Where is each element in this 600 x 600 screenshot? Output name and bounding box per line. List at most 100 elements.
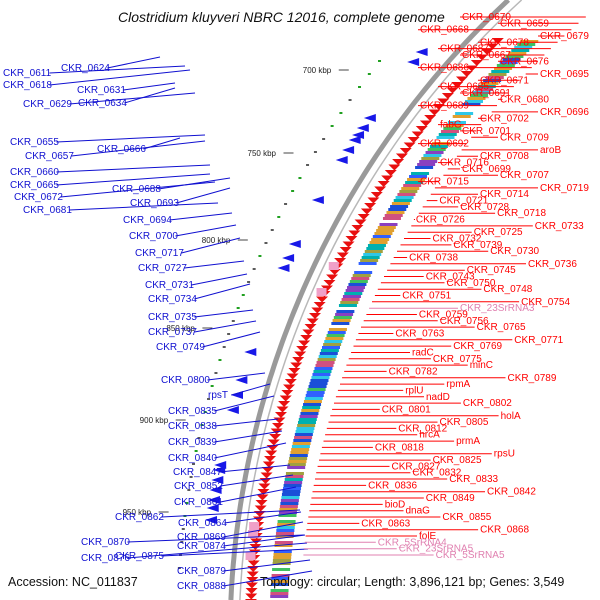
reverse-feature-arrow bbox=[357, 214, 370, 220]
gene-function-block bbox=[289, 454, 308, 457]
gene-function-block bbox=[367, 244, 386, 247]
right-gene-label: CKR_0789 bbox=[508, 373, 557, 384]
gene-function-block bbox=[411, 172, 430, 175]
gene-function-block bbox=[318, 355, 337, 358]
right-gene-label: CKR_0832 bbox=[412, 468, 461, 479]
reverse-feature-arrow bbox=[247, 560, 260, 567]
gene-function-block bbox=[514, 46, 533, 49]
reverse-feature-arrow bbox=[424, 115, 437, 121]
left-gene-label: CKR_0700 bbox=[129, 231, 178, 242]
gene-function-block bbox=[419, 160, 438, 163]
gene-function-block bbox=[280, 499, 299, 502]
feature-marker bbox=[247, 281, 251, 283]
right-gene-label: CKR_0748 bbox=[483, 284, 532, 295]
left-gene-label: CKR_0852 bbox=[174, 481, 223, 492]
reverse-feature-arrow bbox=[257, 489, 270, 495]
feature-marker bbox=[214, 372, 218, 374]
reverse-feature-arrow bbox=[381, 175, 394, 182]
left-gene-label: CKR_0694 bbox=[123, 215, 172, 226]
topology-text: Topology: circular; Length: 3,896,121 bp… bbox=[260, 575, 565, 589]
gene-function-block bbox=[276, 526, 295, 529]
left-gene-label: CKR_0624 bbox=[61, 63, 110, 74]
left-leader-line bbox=[161, 509, 301, 518]
reverse-feature-arrow bbox=[345, 236, 358, 242]
forward-feature-arrow bbox=[342, 146, 355, 154]
gene-function-block bbox=[285, 475, 304, 478]
right-gene-label: CKR_0702 bbox=[480, 113, 529, 124]
gene-function-block bbox=[280, 502, 299, 505]
gene-function-block bbox=[282, 490, 301, 493]
gene-function-block bbox=[278, 517, 297, 520]
right-gene-label: CKR_0678 bbox=[480, 37, 529, 48]
feature-marker bbox=[348, 99, 352, 101]
left-leader-line bbox=[184, 260, 245, 269]
right-gene-label: CKR_0736 bbox=[528, 259, 577, 270]
forward-feature-arrow bbox=[348, 136, 361, 144]
feature-marker bbox=[264, 242, 268, 244]
right-gene-label: CKR_0730 bbox=[490, 246, 539, 257]
right-gene-label: CKR_5SrRNA5 bbox=[436, 550, 505, 561]
left-gene-label: CKR_0665 bbox=[10, 180, 59, 191]
reverse-feature-arrow bbox=[279, 395, 292, 402]
feature-marker bbox=[185, 502, 189, 504]
gene-function-block bbox=[421, 157, 440, 160]
right-gene-label: CKR_0765 bbox=[477, 322, 526, 333]
reverse-feature-arrow bbox=[245, 582, 258, 589]
feature-marker bbox=[227, 333, 231, 335]
feature-marker bbox=[291, 190, 295, 192]
right-gene-label: CKR_0833 bbox=[449, 474, 498, 485]
left-gene-label: CKR_0870 bbox=[81, 537, 130, 548]
reverse-feature-arrow bbox=[470, 60, 483, 66]
right-gene-label: CKR_0868 bbox=[480, 525, 529, 536]
right-gene-label: CKR_0849 bbox=[426, 493, 475, 504]
reverse-feature-arrow bbox=[271, 423, 284, 429]
right-label-leaders bbox=[303, 16, 586, 556]
gene-function-block bbox=[407, 178, 426, 181]
reverse-feature-arrow bbox=[284, 379, 297, 385]
gene-function-block bbox=[307, 388, 326, 391]
gene-function-block bbox=[455, 112, 474, 115]
forward-feature-arrow bbox=[235, 376, 248, 384]
reverse-feature-arrow bbox=[342, 241, 355, 248]
gene-function-block bbox=[271, 580, 290, 583]
gene-function-block bbox=[427, 148, 446, 151]
reverse-feature-arrow bbox=[351, 225, 364, 231]
gene-function-block bbox=[475, 88, 494, 91]
feature-marker bbox=[298, 177, 302, 179]
gene-function-block bbox=[450, 118, 469, 121]
left-gene-label: CKR_0861 bbox=[174, 497, 223, 508]
gene-function-block bbox=[429, 145, 448, 148]
left-leader-line bbox=[223, 559, 311, 572]
left-gene-label: CKR_0618 bbox=[3, 80, 52, 91]
left-gene-label: CKR_0693 bbox=[130, 198, 179, 209]
left-leader-line bbox=[223, 570, 313, 587]
gene-function-block bbox=[374, 232, 393, 235]
reverse-feature-arrow bbox=[273, 417, 286, 424]
right-gene-label: rpmA bbox=[446, 379, 470, 390]
feature-marker bbox=[358, 86, 362, 88]
right-gene-label: CKR_23SrRNA3 bbox=[460, 303, 535, 314]
gene-function-block bbox=[285, 472, 304, 475]
gene-function-block bbox=[314, 367, 333, 370]
forward-feature-arrow bbox=[335, 156, 348, 164]
gene-function-block bbox=[520, 40, 539, 43]
right-gene-label: CKR_0701 bbox=[462, 126, 511, 137]
left-leader-line bbox=[181, 237, 241, 254]
reverse-feature-arrow bbox=[384, 170, 397, 176]
gene-function-block bbox=[344, 292, 363, 295]
right-gene-label: aroB bbox=[540, 145, 561, 156]
reverse-feature-arrow bbox=[455, 76, 468, 83]
right-gene-label: CKR_0714 bbox=[480, 189, 529, 200]
gene-function-block bbox=[488, 73, 507, 76]
left-leader-line bbox=[220, 474, 294, 487]
right-gene-label: dnaG bbox=[406, 506, 431, 517]
right-gene-label: CKR_0739 bbox=[453, 240, 502, 251]
left-gene-label: CKR_0611 bbox=[3, 68, 52, 79]
left-gene-label: CKR_0666 bbox=[97, 144, 146, 155]
gene-function-block bbox=[496, 64, 515, 67]
gene-function-block bbox=[337, 307, 356, 310]
right-gene-label: CKR_0842 bbox=[487, 487, 536, 498]
right-gene-label: CKR_0738 bbox=[409, 253, 458, 264]
gene-function-block bbox=[354, 271, 373, 274]
reverse-feature-arrow bbox=[267, 439, 280, 446]
